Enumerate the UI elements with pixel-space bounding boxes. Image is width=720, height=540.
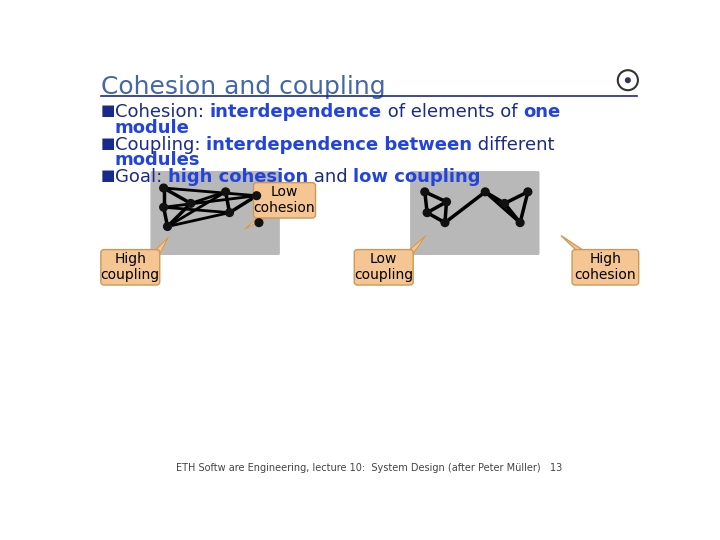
Polygon shape bbox=[406, 236, 426, 253]
Text: one: one bbox=[523, 103, 560, 122]
Text: Coupling:: Coupling: bbox=[114, 136, 206, 154]
Circle shape bbox=[441, 219, 449, 226]
FancyBboxPatch shape bbox=[410, 171, 479, 255]
Text: interdependence: interdependence bbox=[210, 103, 382, 122]
Text: ■: ■ bbox=[101, 136, 115, 151]
Circle shape bbox=[423, 209, 431, 217]
Text: High
coupling: High coupling bbox=[101, 252, 160, 282]
Circle shape bbox=[222, 188, 230, 195]
Text: and: and bbox=[308, 168, 354, 186]
Circle shape bbox=[225, 209, 233, 217]
Text: low coupling: low coupling bbox=[354, 168, 481, 186]
Circle shape bbox=[516, 219, 524, 226]
Text: ■: ■ bbox=[101, 103, 115, 118]
Circle shape bbox=[253, 192, 261, 200]
Circle shape bbox=[160, 184, 168, 192]
Circle shape bbox=[163, 222, 171, 231]
FancyBboxPatch shape bbox=[101, 249, 160, 285]
Text: High
cohesion: High cohesion bbox=[575, 252, 636, 282]
FancyBboxPatch shape bbox=[354, 249, 413, 285]
Text: modules: modules bbox=[114, 151, 200, 169]
Text: module: module bbox=[114, 119, 189, 137]
Polygon shape bbox=[561, 236, 587, 253]
Text: Goal:: Goal: bbox=[114, 168, 168, 186]
Polygon shape bbox=[153, 237, 168, 253]
Text: Low
coupling: Low coupling bbox=[354, 252, 413, 282]
Text: ■: ■ bbox=[101, 168, 115, 183]
Circle shape bbox=[443, 198, 451, 206]
Text: ETH Softw are Engineering, lecture 10:  System Design (after Peter Müller)   13: ETH Softw are Engineering, lecture 10: S… bbox=[176, 463, 562, 473]
Circle shape bbox=[482, 188, 489, 195]
FancyBboxPatch shape bbox=[572, 249, 639, 285]
Circle shape bbox=[160, 204, 168, 211]
FancyBboxPatch shape bbox=[471, 171, 539, 255]
Circle shape bbox=[421, 188, 428, 195]
Text: high cohesion: high cohesion bbox=[168, 168, 308, 186]
Text: interdependence between: interdependence between bbox=[206, 136, 472, 154]
Text: different: different bbox=[472, 136, 554, 154]
Text: Cohesion:: Cohesion: bbox=[114, 103, 210, 122]
FancyBboxPatch shape bbox=[150, 171, 220, 255]
FancyBboxPatch shape bbox=[211, 171, 280, 255]
Circle shape bbox=[524, 188, 532, 195]
Polygon shape bbox=[245, 215, 272, 229]
Circle shape bbox=[500, 200, 508, 207]
Text: Low
cohesion: Low cohesion bbox=[253, 185, 315, 215]
Text: Cohesion and coupling: Cohesion and coupling bbox=[101, 75, 385, 99]
FancyBboxPatch shape bbox=[253, 183, 315, 218]
Circle shape bbox=[626, 78, 630, 83]
Text: of elements of: of elements of bbox=[382, 103, 523, 122]
Circle shape bbox=[187, 200, 194, 207]
Circle shape bbox=[255, 219, 263, 226]
